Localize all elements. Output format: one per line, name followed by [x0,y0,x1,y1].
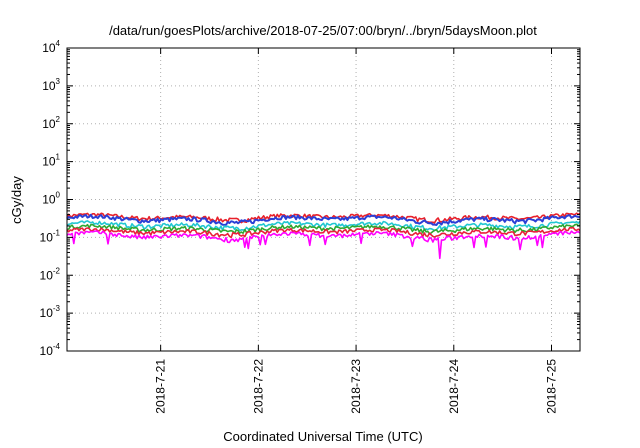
x-tick-label: 2018-7-21 [154,359,168,414]
y-tick-exponent: -3 [53,304,61,313]
chart-title: /data/run/goesPlots/archive/2018-07-25/0… [109,23,537,38]
y-tick-exponent: -1 [53,228,61,237]
y-tick-label: 10-1 [40,228,61,244]
y-tick-base: 10 [40,230,54,244]
y-axis-label: cGy/day [9,176,24,224]
y-tick-base: 10 [42,117,56,131]
y-tick-label: 10-3 [40,304,61,320]
x-tick-label: 2018-7-22 [251,359,265,414]
series-line [66,226,581,239]
y-tick-base: 10 [42,41,56,55]
axis-ticks: 10-410-310-210-11001011021031042018-7-21… [40,39,580,414]
series-line [66,223,581,235]
y-tick-label: 101 [42,153,60,169]
x-tick-label: 2018-7-23 [349,359,363,414]
y-tick-base: 10 [40,268,54,282]
y-tick-label: 104 [42,39,60,55]
series-line [66,213,581,226]
y-tick-label: 103 [42,77,60,93]
y-tick-label: 10-4 [40,342,61,358]
y-tick-label: 10-2 [40,266,61,282]
y-tick-exponent: 4 [56,39,61,48]
y-tick-base: 10 [40,344,54,358]
series-group [66,212,581,260]
y-tick-base: 10 [40,306,54,320]
y-tick-exponent: 0 [56,191,61,200]
y-tick-label: 102 [42,115,60,131]
y-tick-base: 10 [42,155,56,169]
y-tick-exponent: -2 [53,266,61,275]
y-tick-label: 100 [42,191,60,207]
y-tick-exponent: 3 [56,77,61,86]
x-tick-label: 2018-7-25 [545,359,559,414]
y-tick-exponent: 1 [56,153,61,162]
y-tick-exponent: 2 [56,115,61,124]
series-line [66,230,581,260]
y-tick-base: 10 [42,79,56,93]
x-tick-label: 2018-7-24 [447,359,461,414]
grid [67,48,580,351]
y-tick-base: 10 [42,193,56,207]
x-axis-label: Coordinated Universal Time (UTC) [223,429,422,444]
y-tick-exponent: -4 [53,342,61,351]
